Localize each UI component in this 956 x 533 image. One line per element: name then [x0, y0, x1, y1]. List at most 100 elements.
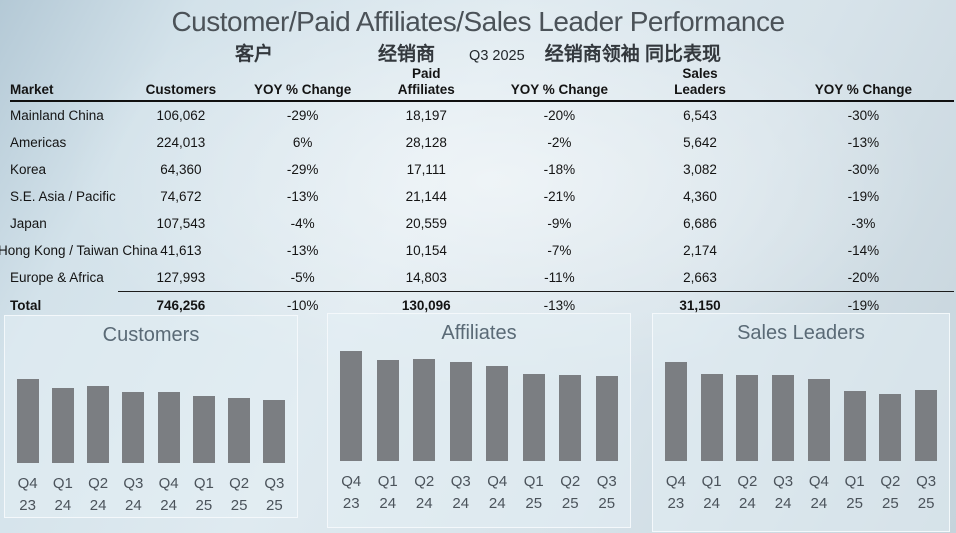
market-label: Europe & Africa — [10, 270, 104, 286]
bar-column: Q2 24 — [406, 349, 443, 515]
total-cell: Total — [10, 292, 118, 320]
bar — [807, 378, 830, 461]
bar-column: Q3 24 — [116, 351, 151, 517]
value-cell: 5,642 — [627, 129, 772, 156]
value-text: -13% — [543, 298, 576, 314]
table-row: Korea 64,360 -29% 17,111 -18% 3,082 -30% — [10, 156, 954, 183]
value-cell: 20,559 — [361, 210, 491, 237]
value-text: -30% — [847, 108, 880, 124]
value-cell: -9% — [491, 210, 627, 237]
bar-area — [192, 351, 215, 463]
value-text: -21% — [543, 189, 576, 205]
value-cell: 106,062 — [118, 101, 244, 129]
bar-column: Q1 25 — [516, 349, 553, 515]
bar-column: Q4 24 — [801, 349, 837, 515]
market-label: Hong Kong / Taiwan China — [0, 243, 158, 259]
x-axis-label: Q2 24 — [737, 473, 758, 512]
x-axis-label: Q4 23 — [341, 473, 362, 512]
x-axis-label: Q4 24 — [487, 473, 508, 512]
value-cell: -13% — [773, 129, 954, 156]
performance-table: Market Customers YOY % Change Paid Affiliate… — [0, 66, 954, 320]
bar — [228, 397, 251, 463]
column-header: Customers — [117, 66, 245, 103]
value-cell: -18% — [491, 156, 627, 183]
value-text: -20% — [543, 108, 576, 124]
value-cell: 6,543 — [627, 101, 772, 129]
bar-column: Q3 24 — [443, 349, 480, 515]
value-text: 106,062 — [156, 108, 206, 124]
bar — [157, 391, 180, 463]
x-axis-label: Q2 24 — [88, 475, 109, 514]
bar-column: Q2 24 — [81, 351, 116, 517]
bar — [192, 395, 215, 463]
market-label: S.E. Asia / Pacific — [10, 189, 116, 205]
value-text: -14% — [847, 243, 880, 259]
bar — [51, 387, 74, 463]
bar — [16, 378, 39, 463]
market-label: Korea — [10, 162, 47, 178]
value-cell: -19% — [773, 183, 954, 210]
value-cell: 31,150 — [627, 292, 772, 320]
bar-area — [340, 349, 363, 461]
bar-area — [843, 349, 866, 461]
market-cell: Americas — [10, 129, 118, 156]
value-cell: 3,082 — [627, 156, 772, 183]
value-text: -3% — [851, 216, 876, 232]
subtitle-period: Q3 2025 — [469, 48, 525, 64]
value-text: 3,082 — [683, 162, 717, 178]
bar — [449, 362, 472, 461]
value-text: 6,686 — [683, 216, 717, 232]
bar-area — [486, 349, 509, 461]
bar-area — [376, 349, 399, 461]
table-header-row: Market Customers YOY % Change Paid Affiliate… — [10, 66, 954, 103]
value-text: -5% — [290, 270, 315, 286]
bar-column: Q1 25 — [837, 349, 873, 515]
bar-column: Q2 25 — [873, 349, 909, 515]
value-text: 224,013 — [156, 135, 206, 151]
market-cell: Korea — [10, 156, 118, 183]
bar-area — [595, 349, 618, 461]
value-cell: -29% — [244, 101, 361, 129]
bar-area — [772, 349, 795, 461]
value-text: -13% — [286, 243, 319, 259]
x-axis-label: Q2 25 — [880, 473, 901, 512]
market-cell: Hong Kong / Taiwan China — [0, 237, 158, 264]
x-axis-label: Q3 24 — [450, 473, 471, 512]
bar-column: Q3 25 — [589, 349, 626, 515]
value-cell: 17,111 — [361, 156, 491, 183]
bar-column: Q1 24 — [45, 351, 80, 517]
value-cell: 18,197 — [361, 101, 491, 129]
value-text: 2,663 — [683, 270, 717, 286]
value-text: 107,543 — [156, 216, 206, 232]
value-text: -18% — [543, 162, 576, 178]
value-cell: 4,360 — [627, 183, 772, 210]
chart-panel-affiliates: Affiliates Q4 23 Q1 24 Q2 24 Q3 24 Q4 24 Q1 25 Q2 25 Q… — [327, 313, 631, 528]
bar-column: Q4 24 — [479, 349, 516, 515]
value-cell: -11% — [491, 264, 628, 293]
value-cell: -19% — [773, 292, 954, 320]
bar — [595, 375, 618, 461]
table-row: Americas 224,013 6% 28,128 -2% 5,642 -13% — [10, 129, 954, 156]
bar-area — [915, 349, 938, 461]
market-label: Japan — [10, 216, 47, 232]
value-text: 31,150 — [679, 298, 721, 314]
bar-column: Q4 23 — [333, 349, 370, 515]
chart-panel-sales-leaders: Sales Leaders Q4 23 Q1 24 Q2 24 Q3 24 Q4 24 Q1 25 Q2… — [652, 313, 950, 532]
value-text: -13% — [286, 189, 319, 205]
chart-title: Customers — [102, 324, 200, 346]
value-cell: -14% — [773, 237, 954, 264]
value-cell: 41,613 — [118, 237, 244, 264]
value-text: -13% — [847, 135, 880, 151]
value-text: 4,360 — [683, 189, 717, 205]
chart-title: Affiliates — [441, 322, 517, 344]
x-axis-label: Q3 24 — [123, 475, 144, 514]
column-header: YOY % Change — [244, 66, 362, 103]
bar — [340, 351, 363, 461]
value-text: 5,642 — [683, 135, 717, 151]
value-cell: 6,686 — [627, 210, 772, 237]
bar-area — [263, 351, 286, 463]
value-text: 28,128 — [405, 135, 447, 151]
value-text: -19% — [847, 298, 880, 314]
x-axis-label: Q4 24 — [808, 473, 829, 512]
value-cell: -2% — [491, 129, 627, 156]
